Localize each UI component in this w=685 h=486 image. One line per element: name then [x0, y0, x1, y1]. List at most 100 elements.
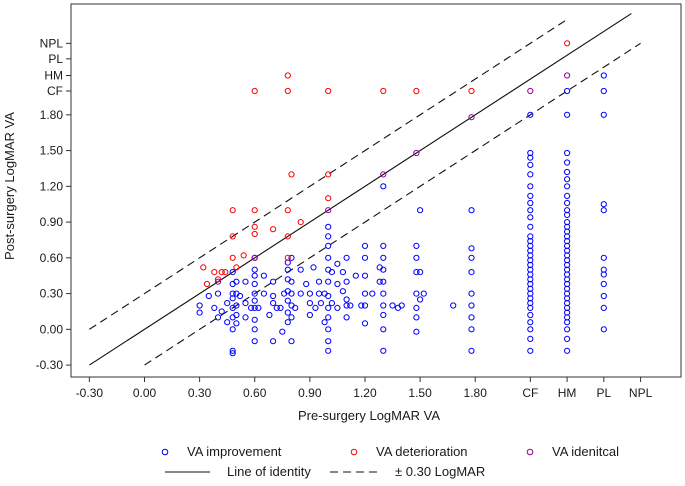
data-point [380, 326, 387, 333]
data-point [413, 304, 420, 311]
data-point [361, 272, 369, 279]
data-point [468, 269, 475, 276]
data-point [564, 168, 571, 176]
data-point [284, 266, 291, 273]
data-point [251, 254, 258, 261]
data-point [413, 314, 420, 321]
data-point [273, 304, 280, 311]
data-point [222, 269, 229, 276]
data-point [321, 319, 328, 326]
legend-marker [161, 448, 169, 456]
data-point [468, 207, 475, 214]
data-point [527, 223, 534, 230]
data-point [527, 319, 534, 326]
legend-item: Line of identity [165, 464, 311, 479]
data-point [306, 311, 313, 319]
data-point [343, 314, 350, 321]
data-point [196, 302, 203, 309]
data-point [284, 233, 291, 240]
data-point [380, 171, 387, 178]
data-point [527, 295, 534, 302]
plot-frame [70, 3, 682, 378]
data-point [288, 290, 295, 297]
data-point [288, 314, 295, 321]
data-point [288, 254, 295, 261]
data-point [288, 338, 295, 345]
y-axis-title: Post-surgery LogMAR VA [2, 112, 17, 260]
x-axis-ticks: -0.30 0.00 0.30 0.60 0.90 1.20 1.50 1.80 CF HM PL N… [76, 377, 653, 400]
data-point [417, 296, 424, 303]
data-point [251, 87, 258, 95]
data-point [600, 111, 607, 118]
data-point [380, 302, 387, 309]
data-point [270, 292, 277, 300]
data-point [413, 269, 420, 276]
data-point [564, 199, 571, 207]
data-point [229, 254, 236, 261]
data-point [200, 264, 207, 271]
data-point [251, 223, 258, 230]
data-point [564, 326, 571, 333]
data-point [218, 308, 225, 315]
lower-tolerance-line [144, 42, 641, 366]
data-point [527, 326, 534, 333]
legend-label: VA improvement [187, 444, 282, 459]
data-point [564, 211, 571, 218]
data-point [334, 280, 341, 288]
data-point [248, 304, 255, 311]
data-point [564, 335, 571, 342]
x-tick-label: 0.90 [298, 386, 322, 400]
x-tick-label: CF [522, 386, 538, 400]
data-point [413, 242, 420, 249]
data-point [527, 335, 534, 342]
reference-lines [89, 13, 641, 366]
data-point [251, 290, 258, 297]
data-point [334, 304, 341, 311]
data-point [564, 219, 571, 226]
data-point [270, 300, 277, 307]
data-points [196, 40, 607, 357]
data-point [303, 280, 310, 288]
data-point [413, 149, 420, 157]
data-point [468, 290, 475, 297]
data-point [312, 304, 319, 311]
data-point [361, 302, 369, 309]
data-point [214, 278, 222, 285]
x-tick-label: 1.20 [353, 386, 377, 400]
data-point [352, 272, 359, 279]
data-point [468, 87, 475, 95]
data-point [564, 111, 571, 118]
data-point [218, 269, 225, 276]
data-point [292, 304, 299, 311]
data-point [229, 290, 236, 297]
data-point [224, 319, 231, 326]
data-point [325, 171, 332, 178]
data-point [315, 278, 323, 285]
data-point [564, 159, 571, 166]
data-point [211, 304, 218, 311]
data-point [325, 195, 332, 202]
data-point [266, 311, 273, 319]
x-tick-label: -0.30 [76, 386, 104, 400]
y-tick-label: 0.00 [40, 322, 64, 336]
data-point [310, 264, 317, 271]
data-point [361, 290, 369, 297]
data-point [527, 171, 534, 178]
legend-label: ± 0.30 LogMAR [395, 464, 485, 479]
data-point [468, 302, 475, 309]
upper-tolerance-line [89, 19, 568, 330]
x-tick-label: 0.00 [133, 386, 157, 400]
data-point [600, 292, 607, 300]
series-1 [200, 40, 571, 288]
data-point [260, 290, 267, 297]
data-point [270, 338, 277, 345]
data-point [288, 278, 295, 285]
data-point [251, 338, 258, 345]
data-point [380, 311, 387, 319]
data-point [600, 280, 607, 288]
data-point [564, 72, 571, 79]
data-point [334, 260, 341, 267]
legend-item: VA idenitcal [526, 444, 619, 459]
legend-label: VA deterioration [376, 444, 468, 459]
